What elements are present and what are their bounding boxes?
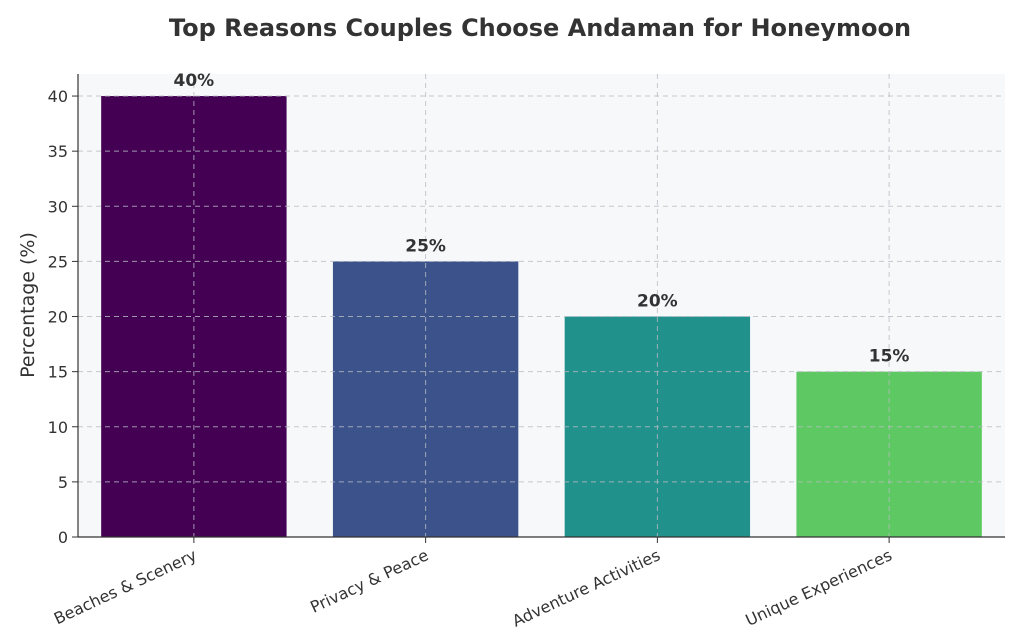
y-tick-label: 30 xyxy=(48,197,68,216)
bar-value-label: 40% xyxy=(174,71,215,91)
chart-title: Top Reasons Couples Choose Andaman for H… xyxy=(168,14,912,42)
x-tick-label: Privacy & Peace xyxy=(307,545,431,616)
bar-value-label: 15% xyxy=(869,347,910,367)
bar-value-label: 20% xyxy=(637,292,678,312)
y-tick-label: 35 xyxy=(48,142,68,161)
y-tick-label: 15 xyxy=(48,363,68,382)
y-tick-label: 25 xyxy=(48,252,68,271)
y-tick-label: 5 xyxy=(58,473,68,492)
y-tick-label: 20 xyxy=(48,308,68,327)
x-tick-label: Beaches & Scenery xyxy=(51,545,200,628)
y-tick-label: 10 xyxy=(48,418,68,437)
x-tick-label: Unique Experiences xyxy=(743,545,895,629)
y-tick-label: 40 xyxy=(48,87,68,106)
x-tick-label: Adventure Activities xyxy=(509,545,663,630)
y-tick-label: 0 xyxy=(58,528,68,547)
bar-value-label: 25% xyxy=(405,236,446,256)
